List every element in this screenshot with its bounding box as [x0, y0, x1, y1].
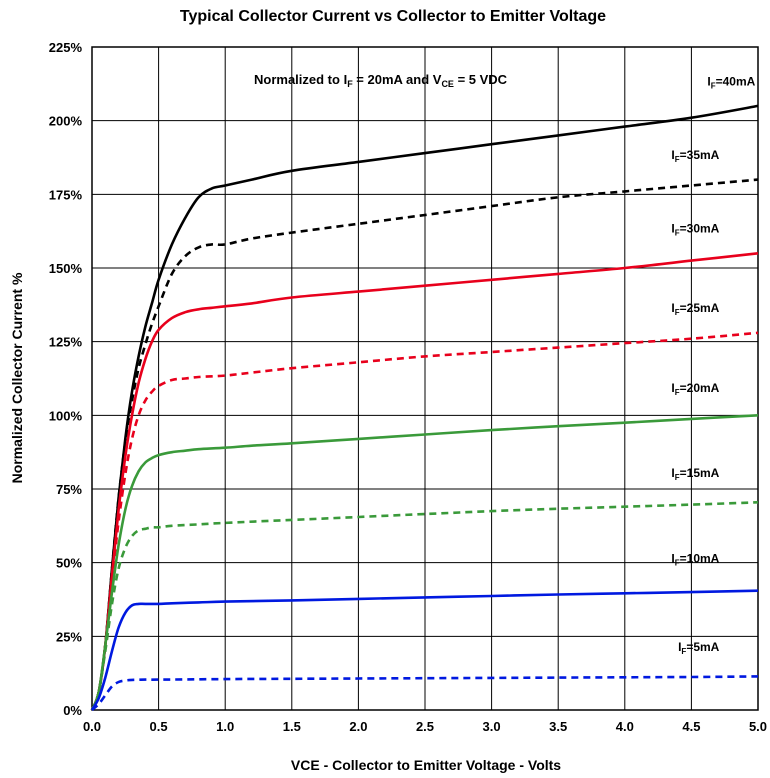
- series-lines: [90, 104, 759, 711]
- y-tick-label: 225%: [49, 40, 83, 55]
- series-label-0: IF=40mA: [707, 74, 755, 90]
- x-tick-label: 3.0: [483, 719, 501, 734]
- series-label-1: IF=35mA: [671, 148, 719, 164]
- x-tick-label: 5.0: [749, 719, 767, 734]
- x-tick-label: 4.5: [682, 719, 700, 734]
- x-tick-label: 1.0: [216, 719, 234, 734]
- y-tick-label: 150%: [49, 261, 83, 276]
- x-tick-label: 3.5: [549, 719, 567, 734]
- tick-labels: 0.0 0.5 1.0 1.5 2.0 2.5 3.0 3.5 4.0 4.5 5.0 0% 25% 50…: [49, 40, 767, 734]
- annotation: Normalized to IF = 20mA and VCE = 5 VDC: [254, 72, 508, 89]
- y-tick-label: 0%: [63, 703, 82, 718]
- x-tick-label: 1.5: [283, 719, 301, 734]
- series-line-6: [90, 589, 759, 711]
- series-line-7: [91, 675, 759, 711]
- series-label-6: IF=10mA: [671, 552, 719, 568]
- series-label-2: IF=30mA: [671, 222, 719, 238]
- series-label-7: IF=5mA: [678, 640, 720, 656]
- grid: [91, 46, 759, 711]
- x-axis-label: VCE - Collector to Emitter Voltage - Vol…: [291, 757, 561, 773]
- chart-title: Typical Collector Current vs Collector t…: [180, 8, 606, 25]
- x-tick-label: 0.5: [150, 719, 168, 734]
- y-tick-label: 100%: [49, 408, 83, 423]
- y-tick-label: 175%: [49, 187, 83, 202]
- series-label-5: IF=15mA: [671, 466, 719, 482]
- series-line-3: [90, 331, 759, 711]
- series-line-1: [90, 178, 759, 711]
- series-label-3: IF=25mA: [671, 301, 719, 317]
- y-tick-label: 25%: [56, 629, 82, 644]
- x-tick-label: 4.0: [616, 719, 634, 734]
- series-line-5: [90, 501, 759, 711]
- y-tick-label: 50%: [56, 556, 82, 571]
- series-line-2: [90, 252, 759, 711]
- y-tick-label: 125%: [49, 335, 83, 350]
- x-tick-label: 2.0: [349, 719, 367, 734]
- y-tick-label: 75%: [56, 482, 82, 497]
- series-line-4: [90, 414, 759, 711]
- series-line-0: [90, 104, 759, 711]
- y-axis-label: Normalized Collector Current %: [9, 272, 25, 483]
- x-tick-label: 2.5: [416, 719, 434, 734]
- plot-border: [91, 46, 759, 711]
- series-label-4: IF=20mA: [671, 381, 719, 397]
- y-tick-label: 200%: [49, 114, 83, 129]
- x-tick-label: 0.0: [83, 719, 101, 734]
- series-labels: IF=40mA IF=35mA IF=30mA IF=25mA IF=20mA IF=15…: [671, 74, 755, 656]
